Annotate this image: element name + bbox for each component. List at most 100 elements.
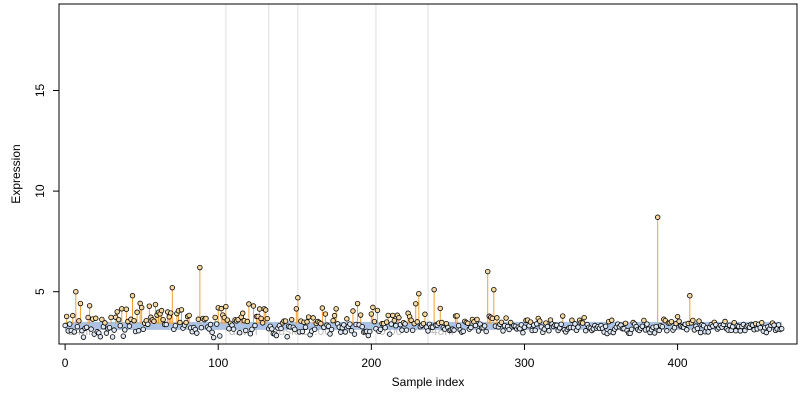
data-point [259,320,266,326]
data-point [158,307,165,314]
data-point [273,332,280,339]
data-point [73,288,79,295]
data-point [737,328,744,334]
data-point [230,326,237,332]
data-point [342,329,349,335]
data-point [413,301,419,307]
data-point [131,317,137,324]
data-point [252,322,258,329]
data-point [203,315,209,322]
data-point [99,316,105,323]
data-point [80,334,87,340]
data-point [338,329,344,335]
data-point [775,322,782,328]
data-point [256,306,263,312]
data-point [263,307,269,313]
data-point [146,303,153,309]
data-point [454,313,460,319]
data-point [659,323,665,330]
data-point [160,316,166,323]
data-point [116,316,122,323]
data-point [403,327,410,333]
data-point [177,319,183,326]
data-point [247,331,254,337]
data-point [284,334,290,340]
data-point [558,321,564,327]
data-point [178,307,185,313]
data-point [243,327,249,334]
data-point [341,322,347,328]
data-point [367,328,373,335]
data-point [483,328,489,335]
data-point [374,307,381,314]
data-point [295,295,301,301]
data-point [135,328,142,334]
data-point [126,323,133,329]
data-point [354,300,361,307]
data-point [236,330,243,336]
data-point [537,318,543,324]
data-point [246,301,252,307]
data-point [491,286,497,293]
data-point [74,323,81,330]
data-point [134,309,140,315]
data-point [722,318,728,325]
data-point [371,318,378,325]
data-point [269,326,275,332]
data-point [696,318,702,324]
data-point [97,334,104,340]
data-point [318,320,324,327]
data-point [351,331,358,337]
data-point [249,326,255,333]
data-point [639,323,646,329]
data-point [416,291,422,297]
data-point [437,305,443,312]
data-point [172,322,179,329]
data-point [145,321,151,327]
data-point [694,325,701,332]
data-point [302,324,309,331]
data-point [425,328,431,334]
data-point [119,306,125,312]
data-point [77,300,84,307]
x-tick-label: 100 [208,356,228,370]
data-point [325,323,332,329]
data-point [609,317,615,323]
data-point [111,327,117,333]
data-point [439,319,445,326]
data-point [210,334,217,341]
data-point [348,328,355,334]
data-points [62,214,785,341]
data-point [151,318,157,324]
data-point [195,316,202,322]
data-point [474,316,480,323]
data-point [217,333,223,339]
data-point [628,326,635,333]
data-point [86,303,93,309]
data-point [778,326,785,332]
data-point [409,327,416,334]
data-point [264,315,270,322]
data-point [390,312,396,319]
data-point [481,323,488,329]
data-point [572,321,578,327]
data-point [109,334,116,340]
data-point [85,314,91,321]
data-point [532,327,538,334]
data-point [641,317,647,324]
data-point [697,329,704,336]
data-point [218,305,224,312]
data-point [500,328,506,334]
data-point [183,319,189,326]
data-point [465,320,471,326]
data-point [224,317,231,323]
data-point [209,329,215,336]
data-point [451,327,457,333]
data-point [676,318,682,324]
data-point [684,327,690,333]
data-point [194,330,200,336]
data-point [569,317,575,323]
data-point [319,305,326,311]
data-point [575,324,581,330]
data-point [129,293,136,299]
